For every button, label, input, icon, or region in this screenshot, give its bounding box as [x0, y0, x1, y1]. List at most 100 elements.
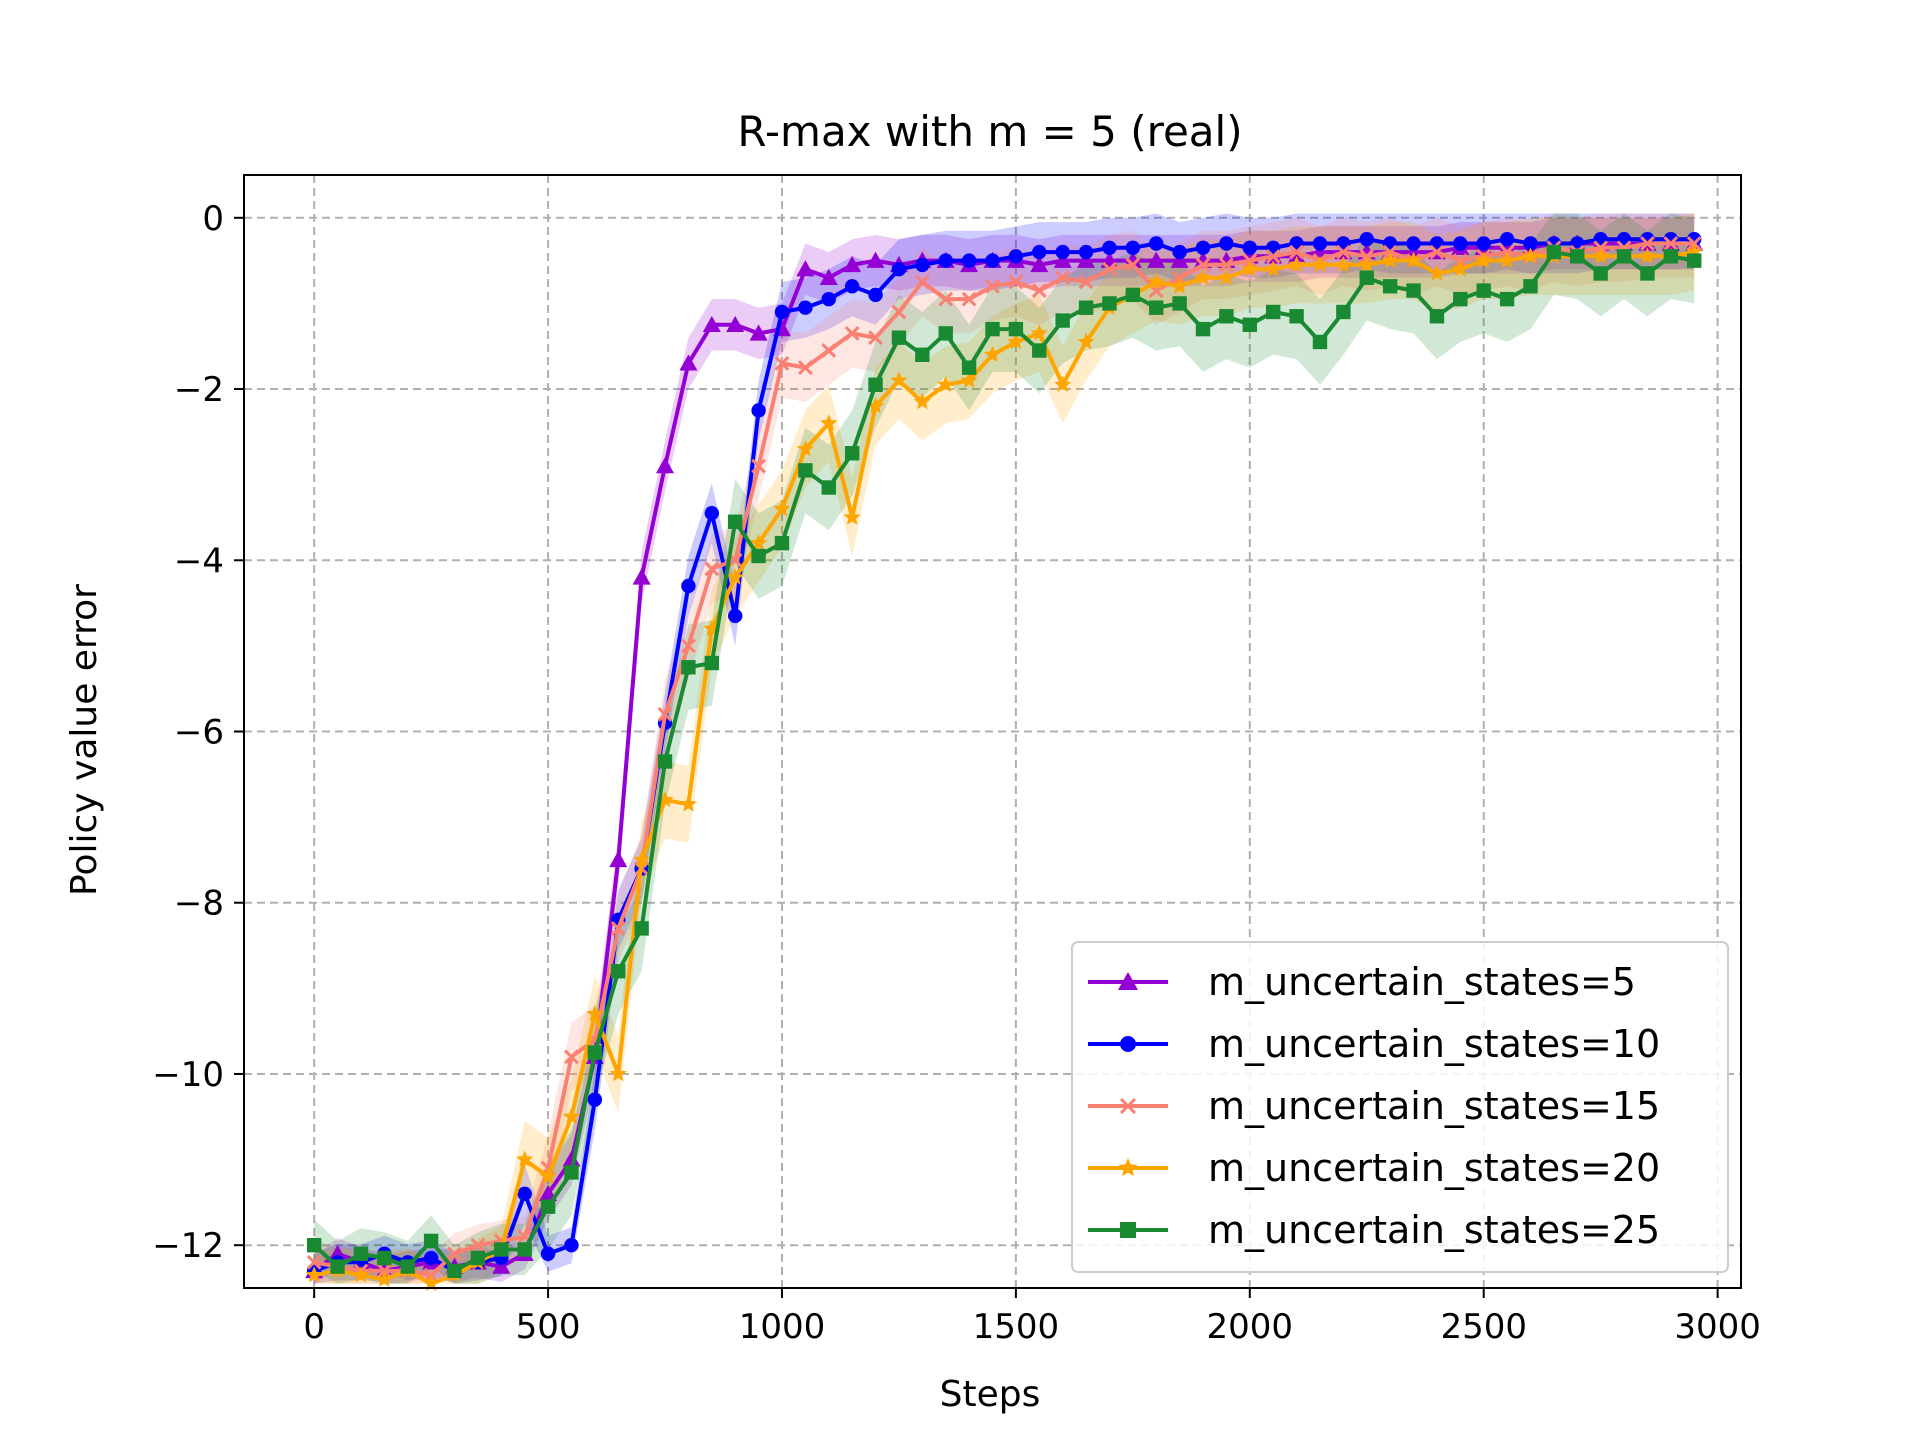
data-point — [1289, 309, 1304, 324]
data-point — [1335, 244, 1351, 260]
data-point — [632, 568, 651, 585]
data-point — [1078, 244, 1094, 260]
y-tick-label: −8 — [174, 884, 224, 924]
data-point — [796, 440, 814, 457]
data-point — [1195, 321, 1211, 337]
data-point — [611, 964, 626, 979]
data-point — [1031, 283, 1047, 298]
data-point — [562, 1107, 580, 1125]
data-point — [1592, 247, 1610, 264]
data-point — [774, 535, 790, 551]
data-point — [1102, 296, 1117, 311]
data-point — [702, 315, 721, 333]
data-point — [1498, 251, 1516, 268]
data-point — [562, 1150, 581, 1167]
data-point — [798, 463, 813, 478]
data-point — [1125, 257, 1141, 273]
data-point — [821, 480, 836, 495]
data-point — [1451, 260, 1469, 277]
data-point — [868, 330, 883, 346]
data-point — [1195, 240, 1211, 255]
data-point — [1264, 260, 1282, 277]
data-point — [1217, 268, 1235, 285]
data-point — [1149, 300, 1164, 315]
data-point — [891, 330, 907, 345]
data-point — [1499, 291, 1515, 307]
data-point — [844, 326, 860, 341]
data-point — [306, 1237, 322, 1253]
data-point — [564, 1237, 579, 1253]
data-point — [844, 279, 860, 294]
data-point — [1242, 317, 1257, 333]
data-point — [1008, 321, 1024, 337]
series-4 — [305, 243, 1703, 1291]
data-point — [728, 608, 743, 624]
data-point — [609, 1065, 627, 1082]
y-axis-label: Policy value error — [64, 584, 105, 896]
data-point — [587, 1092, 603, 1107]
data-point — [447, 1246, 462, 1262]
data-point — [796, 260, 815, 277]
data-point — [1406, 283, 1421, 298]
data-point — [1194, 268, 1212, 285]
data-point — [423, 1233, 439, 1249]
legend-label: m_uncertain_states=5 — [1208, 960, 1636, 1004]
data-point — [891, 304, 907, 320]
data-point — [704, 655, 720, 671]
data-point — [447, 1263, 462, 1279]
legend-box — [1071, 941, 1729, 1273]
data-point — [1242, 240, 1257, 255]
data-point — [1241, 260, 1259, 277]
data-point — [1523, 279, 1538, 294]
data-point — [1382, 279, 1398, 294]
legend-marker — [1118, 1158, 1138, 1177]
data-point — [868, 287, 883, 303]
data-point — [1405, 251, 1423, 268]
data-point — [681, 578, 696, 594]
data-point — [1007, 332, 1025, 350]
data-point — [633, 850, 651, 868]
x-tick-label: 500 — [516, 1307, 581, 1347]
data-point — [377, 1250, 392, 1266]
data-point — [422, 1274, 440, 1291]
data-point — [1663, 236, 1679, 251]
data-point — [1616, 249, 1632, 264]
data-point — [1078, 300, 1094, 315]
y-tick-label: −4 — [174, 541, 224, 581]
data-point — [1149, 236, 1164, 251]
data-point — [983, 345, 1002, 363]
data-point — [470, 1237, 486, 1253]
data-point — [634, 921, 649, 936]
data-point — [375, 1270, 393, 1287]
x-tick-label: 2000 — [1207, 1307, 1294, 1347]
data-point — [774, 304, 790, 320]
data-point — [1147, 251, 1166, 268]
data-point — [774, 355, 790, 371]
data-point — [1032, 343, 1047, 358]
data-point — [1312, 334, 1328, 350]
data-point — [352, 1266, 370, 1283]
data-point — [914, 274, 930, 290]
data-point — [1359, 232, 1374, 247]
data-point — [1663, 249, 1679, 264]
data-point — [704, 561, 720, 577]
legend-label: m_uncertain_states=10 — [1208, 1022, 1660, 1066]
data-point — [1406, 236, 1421, 251]
data-point — [1265, 304, 1281, 320]
series-layer — [305, 232, 1704, 1291]
x-tick-label: 3000 — [1674, 1307, 1761, 1347]
data-point — [938, 326, 953, 341]
data-point — [1289, 244, 1304, 260]
data-point — [1078, 274, 1094, 290]
data-point — [609, 850, 628, 868]
data-point — [915, 347, 930, 362]
legend-marker — [1119, 1097, 1137, 1115]
data-point — [773, 499, 791, 517]
data-point — [1053, 251, 1072, 268]
data-point — [586, 1005, 604, 1022]
data-point — [1195, 257, 1211, 273]
data-point — [867, 397, 885, 414]
data-point — [1102, 261, 1117, 277]
data-point — [305, 1266, 323, 1283]
